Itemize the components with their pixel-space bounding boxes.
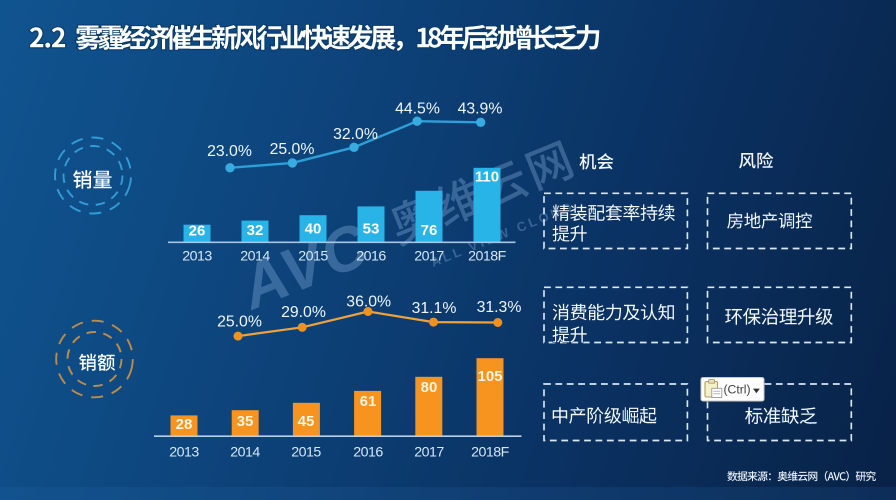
svg-text:2017: 2017 (414, 445, 444, 461)
svg-text:28: 28 (176, 416, 193, 433)
svg-text:2016: 2016 (353, 445, 383, 461)
svg-text:80: 80 (421, 379, 438, 396)
svg-text:2015: 2015 (291, 445, 321, 461)
svg-text:105: 105 (477, 368, 502, 385)
svg-text:45: 45 (298, 413, 315, 430)
svg-text:76: 76 (421, 222, 438, 239)
svg-text:26: 26 (189, 223, 206, 240)
svg-text:2017: 2017 (414, 249, 444, 265)
svg-text:43.9%: 43.9% (458, 100, 503, 117)
svg-text:40: 40 (305, 221, 322, 238)
svg-text:2014: 2014 (230, 445, 260, 461)
svg-text:110: 110 (475, 168, 499, 185)
svg-text:2018F: 2018F (468, 249, 507, 265)
svg-text:2013: 2013 (182, 249, 212, 265)
svg-text:2013: 2013 (169, 445, 199, 461)
svg-text:23.0%: 23.0% (207, 143, 252, 160)
svg-text:2015: 2015 (298, 249, 328, 265)
svg-text:36.0%: 36.0% (346, 293, 391, 310)
svg-text:25.0%: 25.0% (270, 141, 315, 158)
svg-text:29.0%: 29.0% (281, 304, 326, 321)
svg-text:31.1%: 31.1% (412, 300, 457, 317)
svg-text:31.3%: 31.3% (477, 299, 522, 316)
svg-text:2016: 2016 (356, 249, 386, 265)
svg-text:25.0%: 25.0% (217, 314, 262, 331)
svg-text:44.5%: 44.5% (395, 100, 440, 117)
svg-text:32.0%: 32.0% (333, 126, 378, 143)
svg-text:53: 53 (363, 221, 380, 238)
svg-text:2018F: 2018F (471, 445, 510, 461)
svg-text:(Ctrl): (Ctrl) (724, 382, 751, 396)
svg-text:35: 35 (237, 413, 254, 430)
svg-text:32: 32 (247, 222, 264, 239)
svg-text:2014: 2014 (240, 249, 270, 265)
svg-text:61: 61 (360, 393, 377, 410)
